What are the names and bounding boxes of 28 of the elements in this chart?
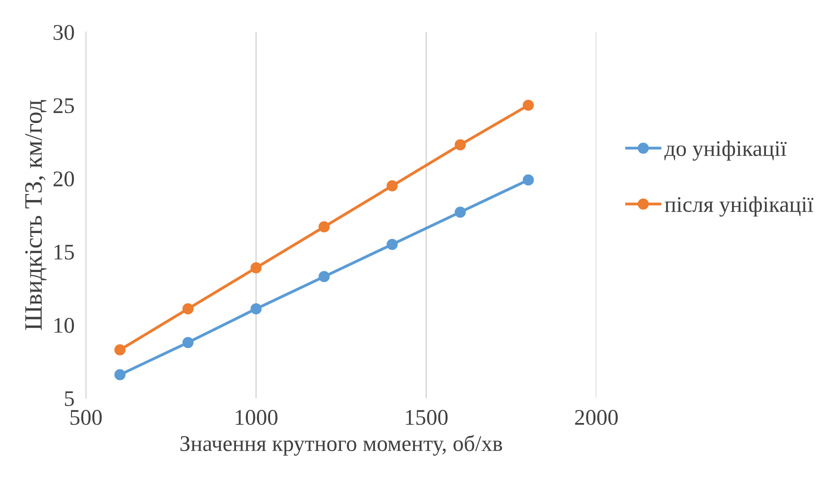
x-axis-title: Значення крутного моменту, об/хв [180,434,502,456]
y-tick-label: 5 [64,391,74,406]
legend-label: після уніфікації [664,196,814,217]
point [454,206,466,218]
point [454,139,466,150]
y-tick-label: 30 [54,24,74,40]
point [182,303,194,314]
x-tick-label: 500 [70,410,102,425]
x-tick-label: 1000 [236,410,278,425]
point [386,180,398,192]
legend-label: до уніфікації [664,140,787,161]
x-tick-label: 2000 [575,410,618,425]
point [250,303,262,314]
point [386,238,398,250]
point [114,369,126,380]
point [114,344,126,356]
y-tick-label: 20 [54,171,74,186]
point [250,262,262,274]
y-axis-title: Швидкість ТЗ, км/год [25,100,47,330]
x-tick-label: 1500 [406,410,448,425]
y-tick-label: 10 [54,318,74,333]
point [318,221,330,232]
point [182,336,194,348]
point [318,271,330,282]
point [522,174,534,186]
y-tick-label: 25 [54,98,74,114]
y-tick-label: 15 [54,244,74,260]
point [522,100,534,111]
